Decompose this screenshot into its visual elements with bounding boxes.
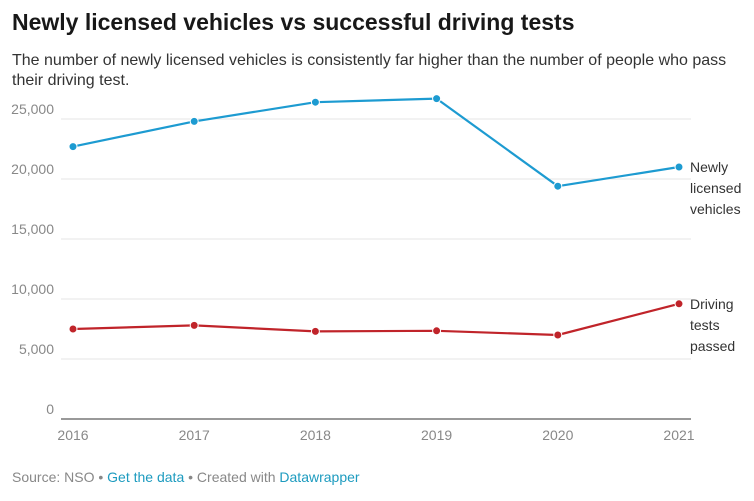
get-the-data-link[interactable]: Get the data [107, 469, 185, 485]
x-tick-label: 2018 [300, 427, 331, 443]
created-with-text: Created with [196, 469, 276, 485]
y-tick-label: 5,000 [19, 341, 54, 357]
x-tick-label: 2019 [421, 427, 452, 443]
series-newly-licensed-vehicles [68, 94, 684, 191]
series-label-line: vehicles [690, 201, 741, 217]
series-line-driving-tests-passed [72, 302, 680, 337]
data-point[interactable] [553, 330, 563, 340]
x-tick-label: 2017 [179, 427, 210, 443]
x-tick-label: 2020 [542, 427, 573, 443]
data-point[interactable] [553, 181, 563, 191]
series-label-driving-tests-passed: Driving tests passed [690, 296, 735, 354]
series-labels: Newly licensed vehicles Driving tests passed [690, 159, 741, 354]
series-label-line: tests [690, 317, 720, 333]
chart-title: Newly licensed vehicles vs successful dr… [12, 9, 575, 35]
series-label-line: Driving [690, 296, 734, 312]
datawrapper-link[interactable]: Datawrapper [279, 469, 360, 485]
data-point[interactable] [68, 142, 78, 152]
series-label-line: licensed [690, 180, 741, 196]
y-tick-label: 0 [46, 401, 54, 417]
data-point[interactable] [310, 326, 320, 336]
data-point[interactable] [432, 326, 442, 336]
series-driving-tests-passed [68, 299, 684, 340]
y-axis-tick-labels: 0 5,000 10,000 15,000 20,000 25,000 [11, 101, 54, 417]
data-point[interactable] [310, 97, 320, 107]
series-lines [68, 94, 684, 340]
chart-subtitle: The number of newly licensed vehicles is… [12, 52, 727, 89]
y-tick-label: 10,000 [11, 281, 54, 297]
data-point[interactable] [674, 299, 684, 309]
y-tick-label: 25,000 [11, 101, 54, 117]
data-point[interactable] [432, 94, 442, 104]
data-point[interactable] [674, 162, 684, 172]
footer-separator: • [98, 469, 104, 485]
series-line-newly-licensed-vehicles [72, 97, 680, 188]
y-tick-label: 15,000 [11, 221, 54, 237]
x-tick-label: 2021 [663, 427, 694, 443]
series-label-newly-licensed-vehicles: Newly licensed vehicles [690, 159, 741, 217]
data-point[interactable] [68, 324, 78, 334]
gridlines [61, 118, 691, 420]
y-tick-label: 20,000 [11, 161, 54, 177]
footer: Source: NSO • Get the data • Created wit… [12, 469, 360, 485]
series-label-line: Newly [690, 159, 728, 175]
data-point[interactable] [189, 320, 199, 330]
data-point[interactable] [189, 116, 199, 126]
source-text: Source: NSO [12, 469, 95, 485]
footer-separator: • [188, 469, 194, 485]
x-tick-label: 2016 [57, 427, 88, 443]
series-label-line: passed [690, 338, 735, 354]
x-axis-tick-labels: 2016 2017 2018 2019 2020 2021 [57, 427, 694, 443]
